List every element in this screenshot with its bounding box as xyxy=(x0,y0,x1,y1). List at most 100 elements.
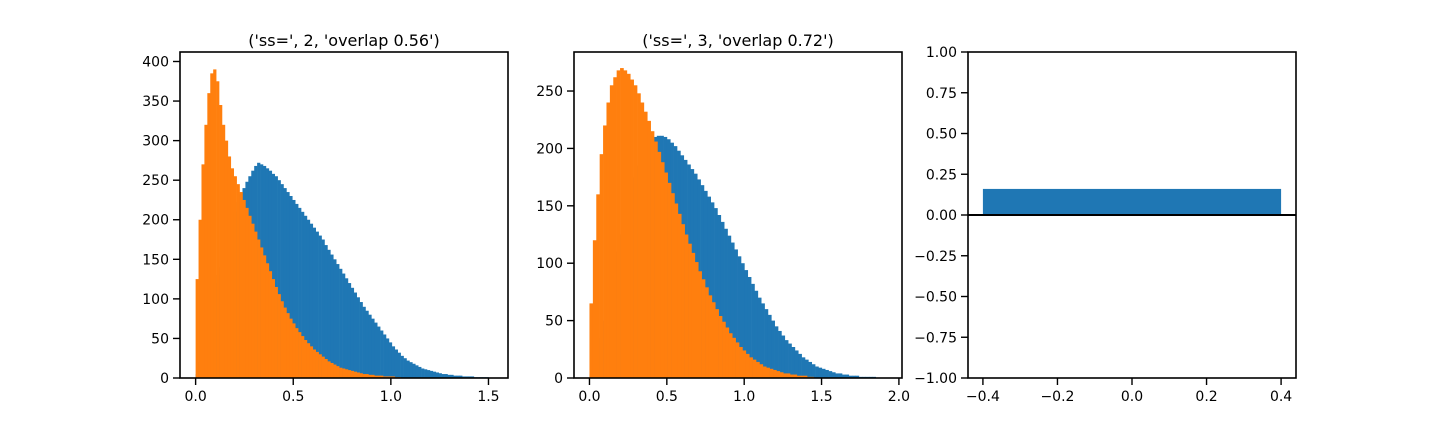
histogram-bar xyxy=(368,374,372,378)
histogram-bar xyxy=(216,81,220,378)
histogram-bar xyxy=(438,373,442,378)
histogram-bar xyxy=(292,199,296,378)
x-tick-label: −0.2 xyxy=(1040,389,1074,405)
plot-marks xyxy=(195,69,489,379)
histogram-bar xyxy=(280,184,284,378)
histogram-bar xyxy=(710,202,715,378)
histogram-bar xyxy=(350,287,355,378)
histogram-bar xyxy=(359,302,363,378)
x-tick-label: 2.0 xyxy=(888,389,910,405)
histogram-bar xyxy=(720,221,725,378)
histogram-bar xyxy=(321,239,325,378)
histogram-bar xyxy=(703,190,708,378)
histogram-bar xyxy=(734,249,738,378)
histogram-bar xyxy=(803,375,808,378)
histogram-bar xyxy=(705,287,709,378)
histogram-bar xyxy=(424,369,428,378)
histogram-bar xyxy=(778,330,782,378)
histogram-bar xyxy=(759,364,764,378)
histogram-bar xyxy=(342,368,346,378)
histogram-bar xyxy=(791,347,796,378)
histogram-bar xyxy=(224,140,229,378)
histogram-bar xyxy=(694,262,699,378)
histogram-bar xyxy=(756,361,760,378)
y-tick-label: 0.50 xyxy=(926,127,957,143)
histogram-bar xyxy=(374,375,378,378)
histogram-bar xyxy=(365,310,369,378)
y-axis-ticks: −1.00 −0.75 −0.50 −0.25 0.00 0.25 0.50 0.75 1.00 xyxy=(914,45,968,387)
histogram-bar xyxy=(201,164,205,378)
histogram-bar xyxy=(271,173,275,378)
histogram-bar xyxy=(717,215,722,378)
histogram-bar xyxy=(637,93,641,378)
histogram-bar xyxy=(385,338,390,378)
histogram-bar xyxy=(248,215,252,378)
histogram-bar xyxy=(771,320,775,378)
histogram-bar xyxy=(804,359,809,378)
histogram-bar xyxy=(377,326,381,378)
histogram-bar xyxy=(751,283,755,378)
histogram-bar xyxy=(654,141,658,378)
histogram-bar xyxy=(838,373,843,378)
y-axis-ticks: 0 50 100 150 200 250 300 350 400 xyxy=(142,54,180,387)
histogram-bar xyxy=(344,278,349,378)
histogram-bar xyxy=(757,297,762,378)
histogram-bar xyxy=(441,374,445,378)
histogram-panel-ss2: ('ss=', 2, 'overlap 0.56') 0.0 0.5 1.0 1.50… xyxy=(142,31,509,405)
histogram-bar xyxy=(848,375,853,378)
histogram-bar xyxy=(708,295,713,378)
histogram-bar xyxy=(233,176,237,378)
histogram-bar xyxy=(788,343,792,378)
histogram-bar xyxy=(327,249,331,378)
histogram-bar xyxy=(347,370,352,378)
histogram-bar xyxy=(657,151,662,378)
histogram-bar xyxy=(754,290,759,378)
histogram-bar xyxy=(592,240,597,378)
histogram-bar xyxy=(283,307,287,378)
bar xyxy=(982,188,1282,215)
histogram-bar xyxy=(783,373,787,378)
histogram-bar xyxy=(298,332,302,378)
y-tick-label: 0.25 xyxy=(926,167,957,183)
histogram-bar xyxy=(409,362,413,378)
histogram-bar xyxy=(353,371,357,378)
histogram-bar xyxy=(336,264,340,378)
histogram-bar xyxy=(688,243,692,378)
bar-panel: −0.4 −0.2 0.0 0.2 0.4 −1.00 −0.75 −0.50 −0.25 0.0… xyxy=(914,45,1297,405)
histogram-bar xyxy=(324,359,328,378)
histogram-bar xyxy=(227,156,232,378)
histogram-bar xyxy=(286,313,290,378)
y-tick-label: 200 xyxy=(536,141,563,157)
histogram-bar xyxy=(286,192,290,378)
histogram-bar xyxy=(221,124,226,378)
histogram-bar xyxy=(811,364,816,378)
histogram-bar xyxy=(242,199,246,378)
histogram-bar xyxy=(766,367,770,378)
histogram-bar xyxy=(432,371,437,378)
histogram-bar xyxy=(344,369,349,378)
histogram-bar xyxy=(380,330,384,378)
histogram-bar xyxy=(781,335,786,378)
histogram-bar xyxy=(412,363,416,378)
histogram-bar xyxy=(429,370,434,378)
x-tick-label: 1.0 xyxy=(733,389,755,405)
histogram-bar xyxy=(739,347,743,378)
histogram-bar xyxy=(818,367,823,378)
histogram-bar xyxy=(210,73,214,379)
y-tick-label: 400 xyxy=(142,54,169,70)
histogram-bar xyxy=(262,255,267,378)
y-tick-label: 250 xyxy=(536,84,563,100)
histogram-bar xyxy=(842,374,846,378)
x-tick-label: 0.4 xyxy=(1270,389,1292,405)
histogram-bar xyxy=(718,316,723,378)
histogram-bar xyxy=(786,373,791,378)
histogram-bar xyxy=(277,294,281,378)
x-tick-label: 0.0 xyxy=(578,389,600,405)
x-tick-label: 0.0 xyxy=(1121,389,1143,405)
histogram-bar xyxy=(779,372,784,378)
histogram-bar xyxy=(776,371,781,378)
histogram-bar xyxy=(764,309,769,378)
histogram-bar xyxy=(421,368,425,378)
y-tick-label: 250 xyxy=(142,173,169,189)
histogram-bar xyxy=(368,314,372,378)
